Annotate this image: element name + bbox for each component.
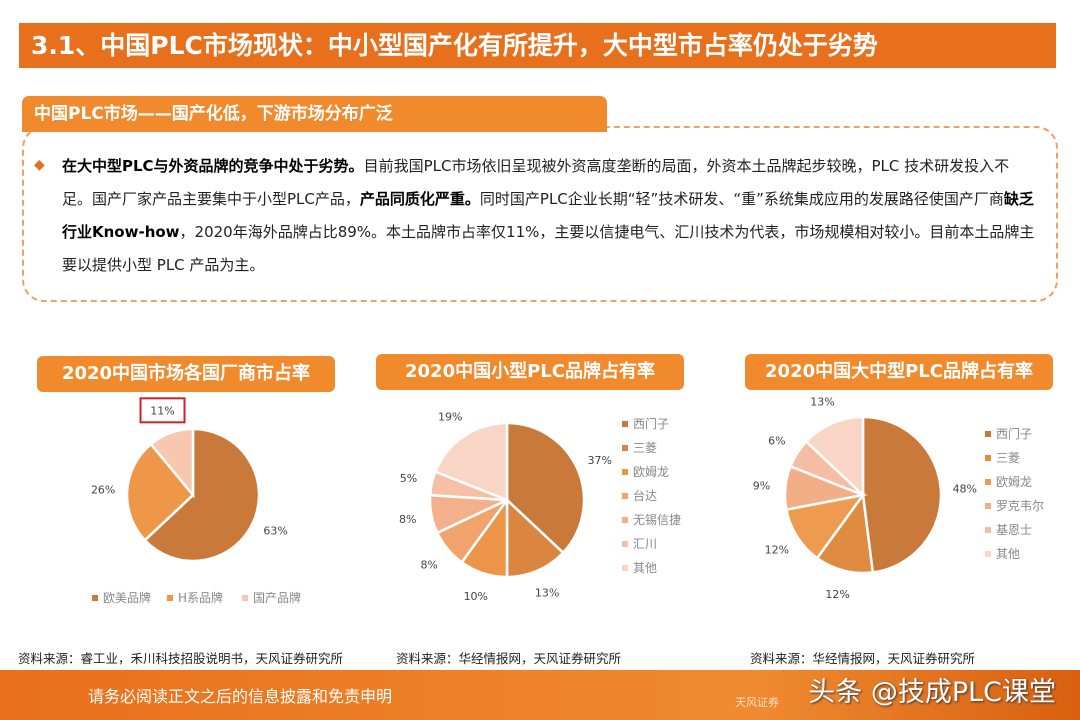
- chart-1-slice-2: [149, 427, 195, 499]
- body-segment: 产品同质化严重。: [359, 190, 480, 208]
- chart-3-slice-0: [861, 415, 943, 574]
- chart-2-data-label-1: 13%: [535, 587, 559, 600]
- chart-3-data-label-0: 48%: [953, 483, 977, 496]
- chart-2-legend-swatch-1: [622, 445, 628, 451]
- footer-bar: [0, 670, 1080, 720]
- chart-3-data-label-5: 13%: [810, 395, 834, 408]
- chart-1-source: 资料来源：睿工业，禾川科技招股说明书，天风证券研究所: [18, 651, 344, 666]
- chart-3-legend-label-3: 罗克韦尔: [996, 498, 1044, 513]
- chart-2-legend-label-1: 三菱: [633, 441, 657, 455]
- chart-1-slice-0: [143, 427, 261, 563]
- chart-3-slice-5: [804, 415, 865, 498]
- chart-1-legend-swatch-0: [92, 595, 98, 601]
- chart-2-legend-swatch-3: [622, 493, 628, 499]
- body-segment: 在大中型PLC与外资品牌的竞争中处于劣势。: [62, 157, 364, 175]
- diamond-bullet-icon: ◆: [34, 157, 45, 173]
- chart-3-data-label-1: 12%: [825, 588, 849, 601]
- disclaimer-note: 请务必阅读正文之后的信息披露和免责申明: [88, 687, 393, 706]
- chart-2-data-label-3: 8%: [420, 558, 437, 571]
- page-title: 3.1、中国PLC市场现状：中小型国产化有所提升，大中型市占率仍处于劣势: [19, 23, 1056, 68]
- chart-1-data-label-2: 11%: [150, 404, 174, 417]
- chart-1-legend-label-2: 国产品牌: [253, 591, 301, 605]
- chart-3-legend-swatch-5: [985, 551, 991, 557]
- chart-2-legend-label-5: 汇川: [633, 537, 657, 551]
- chart-2-source: 资料来源：华经情报网，天风证券研究所: [396, 651, 622, 666]
- chart-3-data-label-4: 6%: [768, 434, 785, 447]
- chart-3-data-label-2: 12%: [765, 544, 789, 557]
- body-paragraph: 在大中型PLC与外资品牌的竞争中处于劣势。目前我国PLC市场依旧呈现被外资高度垄…: [62, 150, 1037, 282]
- chart-1-data-label-1: 26%: [91, 483, 115, 496]
- chart-1-legend-swatch-2: [242, 595, 248, 601]
- chart-2-data-label-5: 5%: [400, 472, 417, 485]
- chart-3-legend-label-4: 基恩士: [996, 523, 1032, 537]
- body-segment: 缺乏行业Know-how: [62, 190, 1034, 241]
- highlight-box: [139, 397, 186, 424]
- chart-2-legend-swatch-0: [622, 421, 628, 427]
- watermark: 头条 @技成PLC课堂: [808, 677, 1056, 708]
- chart-2-data-label-2: 10%: [464, 590, 488, 603]
- section-tab: 中国PLC市场——国产化低，下游市场分布广泛: [22, 96, 607, 132]
- body-segment: 目前我国PLC市场依旧呈现被外资高度垄断的局面，外资本土品牌起步较晚，PLC 技…: [62, 157, 1010, 208]
- chart-2-legend-swatch-4: [622, 517, 628, 523]
- chart-1-legend-label-0: 欧美品牌: [103, 591, 151, 605]
- chart-3-legend-swatch-2: [985, 479, 991, 485]
- body-segment: ，2020年海外品牌占比89%。本土品牌市占率仅11%，主要以信捷电气、汇川技术…: [62, 223, 1035, 274]
- chart-3-legend-label-2: 欧姆龙: [996, 475, 1032, 489]
- chart-3-data-label-3: 9%: [753, 479, 770, 492]
- chart-3-title: 2020中国大中型PLC品牌占有率: [745, 354, 1053, 390]
- chart-2-legend-label-4: 无锡信捷: [633, 512, 681, 527]
- chart-1-legend-swatch-1: [167, 595, 173, 601]
- chart-2-legend-label-0: 西门子: [633, 416, 669, 431]
- chart-3-source: 资料来源：华经情报网，天风证券研究所: [750, 651, 976, 666]
- chart-1-slice-1: [125, 442, 195, 542]
- chart-3-legend-label-1: 三菱: [996, 451, 1020, 465]
- chart-3-legend-label-0: 西门子: [996, 426, 1032, 441]
- chart-3-legend-swatch-4: [985, 527, 991, 533]
- chart-2-data-label-6: 19%: [438, 410, 462, 423]
- chart-2-legend-swatch-5: [622, 541, 628, 547]
- chart-3-legend-swatch-0: [985, 431, 991, 437]
- body-segment: 同时国产PLC企业长期“轻”技术研发、“重”系统集成应用的发展路径使国产厂商: [479, 190, 1004, 208]
- chart-2-legend-swatch-6: [622, 565, 628, 571]
- chart-2-slice-6: [433, 421, 509, 502]
- chart-2-title: 2020中国小型PLC品牌占有率: [376, 354, 684, 390]
- chart-2-slice-0: [505, 421, 586, 555]
- chart-2-legend-label-6: 其他: [633, 561, 657, 575]
- chart-2-data-label-4: 8%: [399, 513, 416, 526]
- chart-3-legend-swatch-3: [985, 503, 991, 509]
- chart-1-data-label-0: 63%: [263, 525, 287, 538]
- chart-2-legend-swatch-2: [622, 469, 628, 475]
- chart-2-legend-label-3: 台达: [633, 488, 657, 503]
- chart-1-legend-label-1: H系品牌: [178, 591, 223, 605]
- chart-3-legend-label-5: 其他: [996, 547, 1020, 561]
- chart-1-title: 2020中国市场各国厂商市占率: [37, 356, 335, 392]
- chart-2-data-label-0: 37%: [587, 454, 611, 467]
- chart-2-legend-label-2: 欧姆龙: [633, 465, 669, 479]
- brand-logo: 天风证券: [735, 696, 779, 709]
- chart-3-legend-swatch-1: [985, 455, 991, 461]
